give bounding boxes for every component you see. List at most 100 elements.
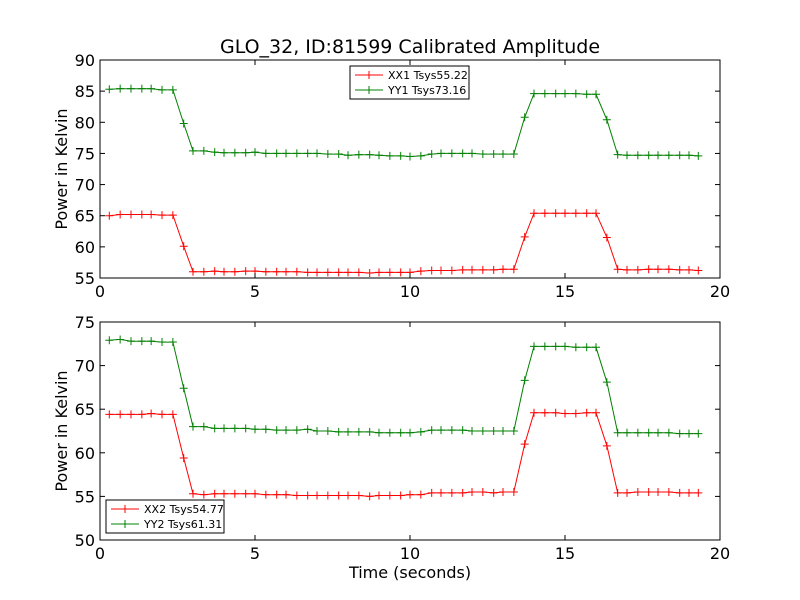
data-point (189, 146, 197, 155)
data-point (210, 489, 219, 498)
data-point (664, 488, 673, 497)
data-point (220, 148, 228, 157)
data-point (105, 85, 114, 94)
plot-panel-2: 0 5 10 15 20 50 55 60 65 70 75 Power in Kelvin Time … (52, 313, 730, 582)
data-point (272, 267, 281, 276)
data-point (499, 150, 507, 159)
data-point (313, 268, 321, 277)
data-point (168, 211, 177, 220)
data-point (334, 427, 343, 436)
data-point (137, 84, 146, 93)
data-point (478, 265, 487, 274)
data-point (468, 149, 476, 158)
data-point (137, 337, 146, 346)
y-tick-label: 60 (75, 444, 95, 463)
data-point (282, 267, 290, 276)
data-point (633, 151, 642, 160)
y-tick-label: 50 (75, 531, 95, 550)
data-point (116, 210, 125, 219)
data-point (334, 268, 343, 277)
y-tick-label: 70 (75, 357, 95, 376)
data-point (375, 151, 383, 160)
data-point (220, 267, 228, 276)
data-point (344, 427, 352, 436)
data-point (168, 85, 177, 94)
data-point (633, 488, 642, 497)
data-point (179, 242, 188, 251)
data-point (489, 150, 498, 159)
x-tick-label: 5 (250, 282, 260, 301)
series-line (109, 338, 699, 435)
data-point (272, 149, 281, 158)
data-point (447, 266, 456, 275)
data-point (489, 427, 498, 435)
data-point (478, 427, 487, 435)
data-point (385, 268, 394, 277)
data-point (375, 428, 383, 437)
data-point (199, 267, 208, 276)
data-point (127, 210, 135, 219)
data-point (158, 410, 166, 419)
data-point (644, 488, 653, 497)
x-tick-label: 15 (555, 282, 575, 301)
x-tick-label: 20 (710, 544, 730, 563)
data-point (437, 426, 445, 435)
data-point (551, 89, 560, 98)
legend-marker (121, 520, 129, 528)
data-point (116, 84, 125, 93)
data-point (520, 113, 529, 122)
data-point (623, 428, 631, 437)
series-2 (105, 84, 703, 161)
data-point (261, 490, 270, 499)
data-point (396, 428, 405, 437)
data-point (396, 268, 405, 277)
data-point (354, 427, 363, 436)
data-point (251, 489, 259, 498)
data-point (416, 151, 425, 160)
data-point (509, 427, 518, 435)
data-point (313, 427, 321, 435)
data-point (509, 265, 518, 274)
data-point (582, 343, 591, 352)
data-point (592, 408, 600, 417)
data-point (654, 488, 662, 497)
data-point (230, 489, 239, 498)
data-point (334, 150, 343, 159)
data-point (137, 210, 146, 219)
data-point (623, 265, 631, 274)
data-point (365, 492, 374, 501)
data-point (551, 209, 560, 218)
data-point (499, 427, 507, 435)
legend-entry: XX1 Tsys55.22 (388, 69, 468, 82)
data-point (520, 376, 529, 385)
y-tick-label: 80 (75, 113, 95, 132)
data-point (499, 265, 507, 274)
data-point (189, 422, 197, 431)
y-axis-label: Power in Kelvin (52, 108, 71, 229)
data-point (685, 429, 693, 438)
data-point (530, 209, 538, 218)
y-tick-label: 65 (75, 400, 95, 419)
data-point (199, 146, 208, 155)
data-point (447, 488, 456, 497)
data-point (344, 151, 352, 160)
y-tick-label: 90 (75, 51, 95, 70)
data-point (664, 151, 673, 160)
data-point (313, 491, 321, 500)
data-point (406, 428, 414, 437)
data-point (694, 151, 703, 160)
data-point (292, 149, 301, 158)
data-point (530, 342, 538, 351)
data-point (675, 265, 684, 274)
y-tick-label: 75 (75, 313, 95, 332)
legend-marker (365, 71, 373, 79)
data-point (303, 149, 312, 158)
data-point (210, 267, 219, 276)
legend: XX1 Tsys55.22 YY1 Tsys73.16 (349, 65, 470, 100)
data-point (292, 426, 301, 435)
x-tick-label: 0 (95, 544, 105, 563)
data-point (147, 210, 156, 219)
data-point (137, 410, 146, 419)
data-point (437, 149, 445, 158)
plot-panel-1: GLO_32, ID:81599 Calibrated Amplitude 0 5 1… (52, 36, 730, 301)
